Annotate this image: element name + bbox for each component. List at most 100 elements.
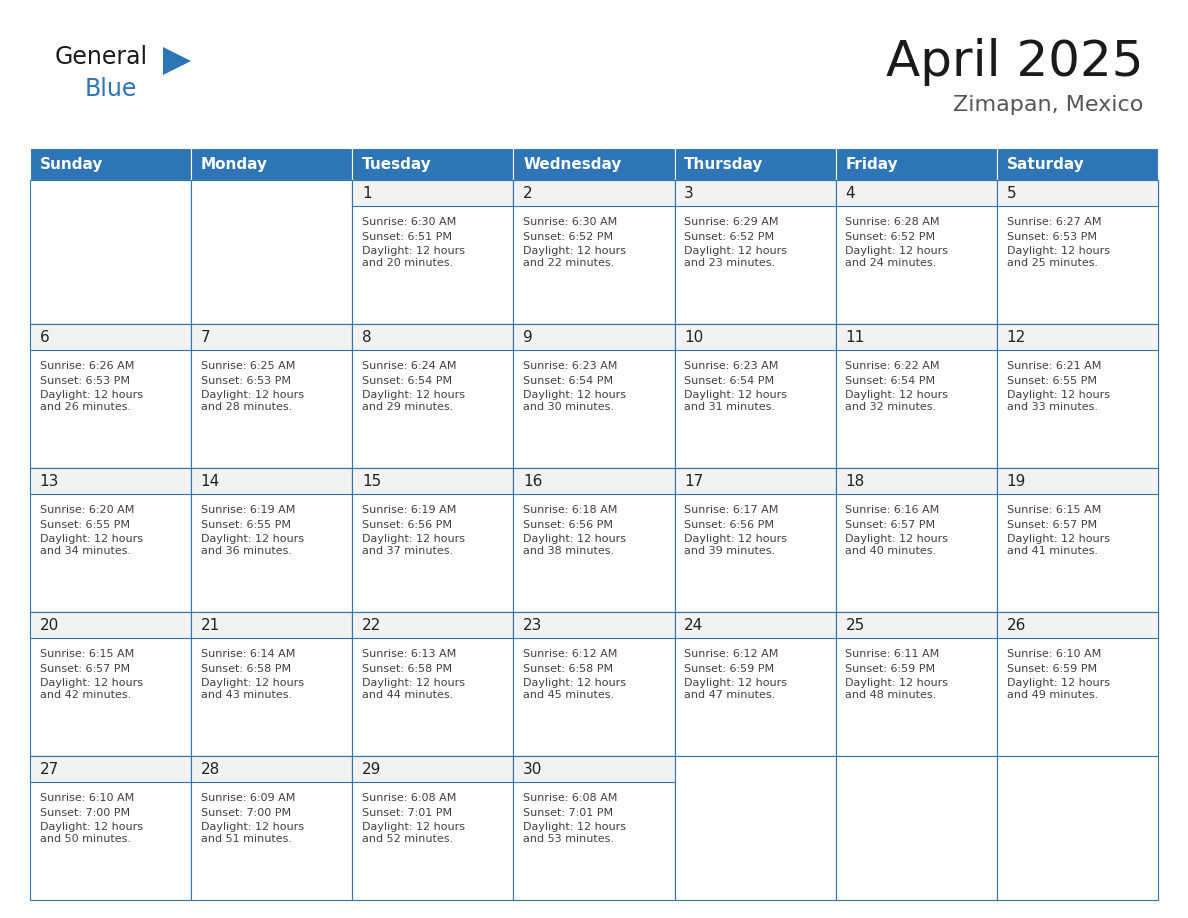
Bar [513,612,675,638]
Bar [997,324,1158,350]
Text: Sunset: 6:59 PM: Sunset: 6:59 PM [846,664,935,674]
Bar [353,612,513,756]
Bar [835,468,997,612]
Text: Sunrise: 6:30 AM: Sunrise: 6:30 AM [523,217,618,227]
Text: 26: 26 [1006,618,1026,633]
Text: Sunrise: 6:25 AM: Sunrise: 6:25 AM [201,361,295,371]
Text: April 2025: April 2025 [885,38,1143,86]
Text: 25: 25 [846,618,865,633]
Text: Sunset: 6:55 PM: Sunset: 6:55 PM [39,520,129,530]
Text: Sunset: 6:53 PM: Sunset: 6:53 PM [1006,231,1097,241]
Text: Sunset: 6:54 PM: Sunset: 6:54 PM [362,375,453,386]
Bar [30,180,191,324]
Bar [835,148,997,180]
Text: 5: 5 [1006,185,1016,200]
Text: Sunset: 6:55 PM: Sunset: 6:55 PM [1006,375,1097,386]
Text: 6: 6 [39,330,50,344]
Bar [835,468,997,494]
Text: 30: 30 [523,762,543,777]
Text: Sunset: 6:57 PM: Sunset: 6:57 PM [1006,520,1097,530]
Text: Sunset: 6:52 PM: Sunset: 6:52 PM [846,231,935,241]
Bar [30,468,191,494]
Text: 15: 15 [362,474,381,488]
Text: Sunset: 7:01 PM: Sunset: 7:01 PM [523,808,613,818]
Text: Daylight: 12 hours
and 43 minutes.: Daylight: 12 hours and 43 minutes. [201,678,304,700]
Bar [513,468,675,612]
Text: Daylight: 12 hours
and 37 minutes.: Daylight: 12 hours and 37 minutes. [362,534,465,556]
Text: Daylight: 12 hours
and 51 minutes.: Daylight: 12 hours and 51 minutes. [201,822,304,845]
Text: 18: 18 [846,474,865,488]
Text: Sunset: 6:57 PM: Sunset: 6:57 PM [39,664,129,674]
Text: Wednesday: Wednesday [523,156,621,172]
Bar [675,180,835,324]
Bar [353,148,513,180]
Text: Sunrise: 6:23 AM: Sunrise: 6:23 AM [523,361,618,371]
Bar [675,324,835,350]
Text: 14: 14 [201,474,220,488]
Text: Daylight: 12 hours
and 48 minutes.: Daylight: 12 hours and 48 minutes. [846,678,948,700]
Bar [353,180,513,206]
Text: Sunset: 6:56 PM: Sunset: 6:56 PM [362,520,451,530]
Text: Sunrise: 6:08 AM: Sunrise: 6:08 AM [362,793,456,803]
Bar [353,324,513,468]
Text: Sunset: 6:51 PM: Sunset: 6:51 PM [362,231,451,241]
Bar [30,324,191,468]
Text: Sunset: 7:00 PM: Sunset: 7:00 PM [39,808,129,818]
Text: Sunrise: 6:24 AM: Sunrise: 6:24 AM [362,361,456,371]
Text: Sunrise: 6:10 AM: Sunrise: 6:10 AM [39,793,134,803]
Bar [997,468,1158,612]
Bar [997,180,1158,206]
Text: Sunrise: 6:13 AM: Sunrise: 6:13 AM [362,649,456,659]
Text: 10: 10 [684,330,703,344]
Text: Daylight: 12 hours
and 34 minutes.: Daylight: 12 hours and 34 minutes. [39,534,143,556]
Bar [191,468,353,494]
Text: Saturday: Saturday [1006,156,1085,172]
Text: Sunrise: 6:14 AM: Sunrise: 6:14 AM [201,649,295,659]
Text: Sunset: 6:57 PM: Sunset: 6:57 PM [846,520,935,530]
Bar [835,180,997,206]
Text: 11: 11 [846,330,865,344]
Bar [513,468,675,494]
Text: Daylight: 12 hours
and 42 minutes.: Daylight: 12 hours and 42 minutes. [39,678,143,700]
Text: 2: 2 [523,185,532,200]
Bar [191,756,353,782]
Bar [675,468,835,494]
Text: Sunrise: 6:10 AM: Sunrise: 6:10 AM [1006,649,1101,659]
Text: Sunday: Sunday [39,156,103,172]
Bar [353,756,513,900]
Bar [30,756,191,782]
Text: 29: 29 [362,762,381,777]
Text: 1: 1 [362,185,372,200]
Bar [997,468,1158,494]
Text: Daylight: 12 hours
and 40 minutes.: Daylight: 12 hours and 40 minutes. [846,534,948,556]
Text: 20: 20 [39,618,59,633]
Text: Daylight: 12 hours
and 50 minutes.: Daylight: 12 hours and 50 minutes. [39,822,143,845]
Text: Daylight: 12 hours
and 28 minutes.: Daylight: 12 hours and 28 minutes. [201,390,304,412]
Text: Sunrise: 6:23 AM: Sunrise: 6:23 AM [684,361,778,371]
Text: General: General [55,45,148,69]
Text: Daylight: 12 hours
and 22 minutes.: Daylight: 12 hours and 22 minutes. [523,246,626,268]
Text: Daylight: 12 hours
and 23 minutes.: Daylight: 12 hours and 23 minutes. [684,246,788,268]
Text: Daylight: 12 hours
and 33 minutes.: Daylight: 12 hours and 33 minutes. [1006,390,1110,412]
Text: 21: 21 [201,618,220,633]
Text: Blue: Blue [86,77,138,101]
Text: 27: 27 [39,762,59,777]
Text: Daylight: 12 hours
and 20 minutes.: Daylight: 12 hours and 20 minutes. [362,246,465,268]
Text: Daylight: 12 hours
and 49 minutes.: Daylight: 12 hours and 49 minutes. [1006,678,1110,700]
Bar [835,612,997,756]
Bar [835,756,997,900]
Bar [30,756,191,900]
Text: Daylight: 12 hours
and 41 minutes.: Daylight: 12 hours and 41 minutes. [1006,534,1110,556]
Text: Sunrise: 6:28 AM: Sunrise: 6:28 AM [846,217,940,227]
Bar [835,324,997,468]
Text: 24: 24 [684,618,703,633]
Bar [675,468,835,612]
Text: 13: 13 [39,474,59,488]
Text: 28: 28 [201,762,220,777]
Text: Sunrise: 6:18 AM: Sunrise: 6:18 AM [523,505,618,515]
Bar [513,180,675,206]
Text: Daylight: 12 hours
and 38 minutes.: Daylight: 12 hours and 38 minutes. [523,534,626,556]
Polygon shape [163,47,191,75]
Text: Sunrise: 6:15 AM: Sunrise: 6:15 AM [1006,505,1101,515]
Text: 7: 7 [201,330,210,344]
